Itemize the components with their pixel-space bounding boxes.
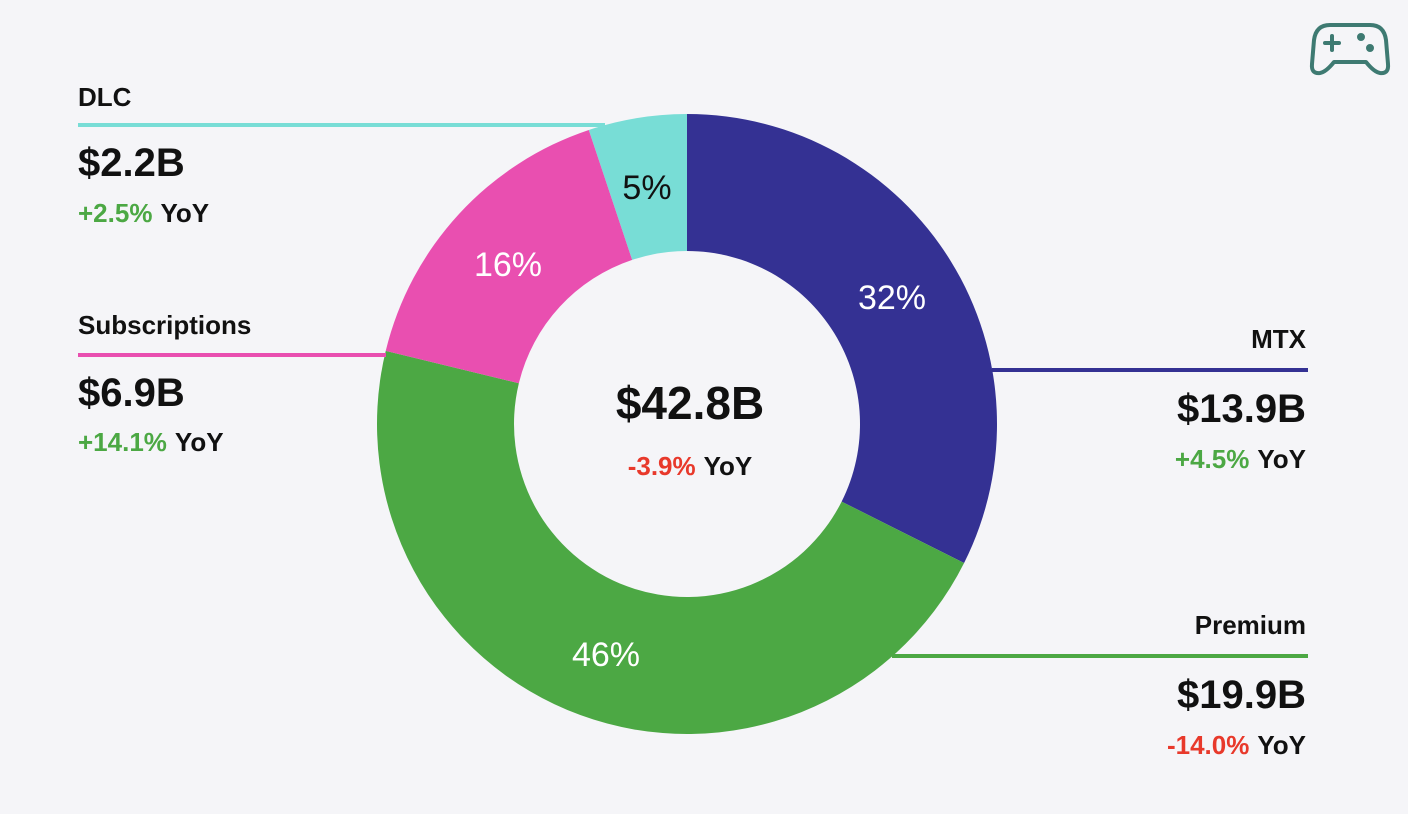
total-yoy-suffix: YoY xyxy=(704,451,753,481)
legend-value-mtx: $13.9B xyxy=(1177,387,1306,431)
gamepad-icon xyxy=(1309,23,1391,76)
total-yoy: -3.9% YoY xyxy=(628,451,753,481)
legend-yoy-subscriptions: +14.1% YoY xyxy=(78,427,224,457)
percent-label-subscriptions: 16% xyxy=(474,246,542,284)
legend-yoy-suffix-subscriptions: YoY xyxy=(175,427,224,457)
legend-yoy-dlc: +2.5% YoY xyxy=(78,198,209,228)
total-value: $42.8B xyxy=(616,377,764,429)
percent-label-premium: 46% xyxy=(572,636,640,674)
legend-yoy-mtx: +4.5% YoY xyxy=(1175,444,1306,474)
legend-name-subscriptions: Subscriptions xyxy=(78,310,251,340)
legend-name-premium: Premium xyxy=(1195,610,1306,640)
slices-group xyxy=(376,114,998,734)
slice-premium xyxy=(376,350,965,734)
legend-yoy-value-dlc: +2.5% xyxy=(78,198,152,228)
legend-name-mtx: MTX xyxy=(1251,324,1307,354)
slice-dlc xyxy=(588,114,687,260)
total-yoy-value: -3.9% xyxy=(628,451,696,481)
legend-value-dlc: $2.2B xyxy=(78,141,185,185)
percent-label-mtx: 32% xyxy=(858,279,926,317)
legend-yoy-value-mtx: +4.5% xyxy=(1175,444,1249,474)
legend-yoy-suffix-dlc: YoY xyxy=(160,198,209,228)
legend-yoy-value-subscriptions: +14.1% xyxy=(78,427,167,457)
percent-label-dlc: 5% xyxy=(622,169,671,207)
legend-yoy-suffix-mtx: YoY xyxy=(1257,444,1306,474)
slice-subscriptions xyxy=(385,129,633,384)
legend-yoy-premium: -14.0% YoY xyxy=(1167,730,1306,760)
legend-name-dlc: DLC xyxy=(78,82,132,112)
legend-value-premium: $19.9B xyxy=(1177,673,1306,717)
slice-mtx xyxy=(687,114,998,564)
leader-lines xyxy=(78,123,1308,658)
legend-yoy-suffix-premium: YoY xyxy=(1257,730,1306,760)
legend-yoy-value-premium: -14.0% xyxy=(1167,730,1249,760)
legend-value-subscriptions: $6.9B xyxy=(78,371,185,415)
